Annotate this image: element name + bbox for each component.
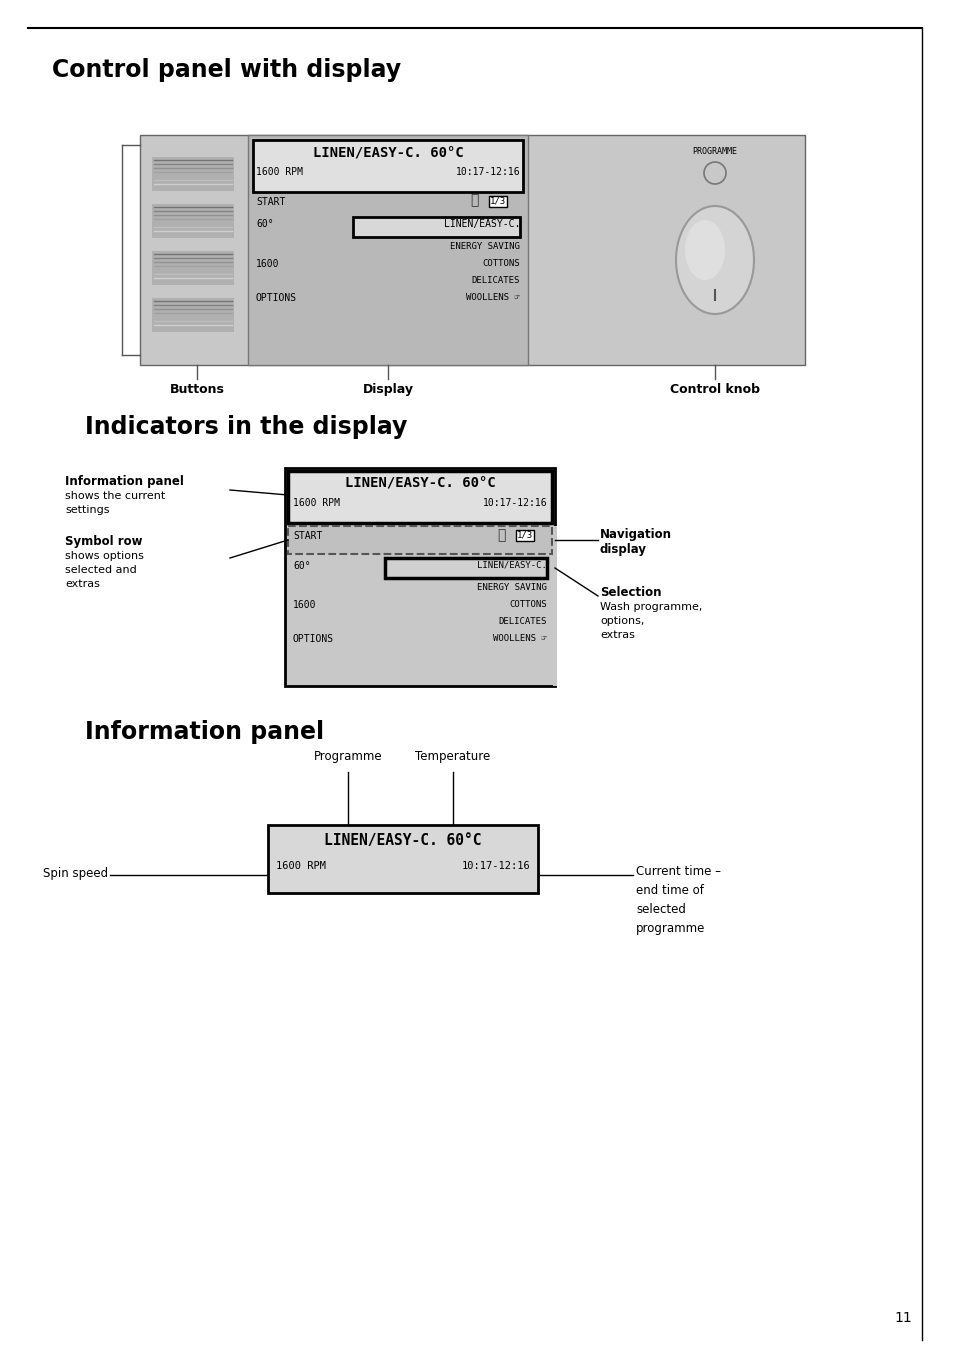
- Text: shows options: shows options: [65, 552, 144, 561]
- Text: Spin speed: Spin speed: [43, 867, 108, 880]
- Text: LINEN/EASY-C.: LINEN/EASY-C.: [476, 561, 546, 571]
- Bar: [288, 470, 552, 523]
- Text: 1/3: 1/3: [517, 531, 533, 539]
- Text: 60°: 60°: [293, 561, 311, 571]
- Text: extras: extras: [599, 630, 634, 639]
- Bar: [288, 526, 552, 554]
- Text: Current time –
end time of
selected
programme: Current time – end time of selected prog…: [636, 865, 720, 936]
- Text: 10:17-12:16: 10:17-12:16: [460, 861, 530, 871]
- Text: Selection: Selection: [599, 585, 660, 599]
- Text: Display: Display: [362, 383, 413, 396]
- Text: DELICATES: DELICATES: [498, 617, 546, 626]
- Text: Information panel: Information panel: [85, 721, 324, 744]
- Text: COTTONS: COTTONS: [482, 260, 519, 268]
- Text: 1600 RPM: 1600 RPM: [275, 861, 326, 871]
- Text: ENERGY SAVING: ENERGY SAVING: [476, 583, 546, 592]
- Text: WOOLLENS ☞: WOOLLENS ☞: [466, 293, 519, 301]
- Text: 1600: 1600: [293, 600, 316, 610]
- Text: Navigation
display: Navigation display: [599, 529, 671, 556]
- Text: WOOLLENS ☞: WOOLLENS ☞: [493, 634, 546, 644]
- Bar: [152, 204, 233, 238]
- Bar: [248, 135, 527, 365]
- Ellipse shape: [684, 220, 724, 280]
- Text: Symbol row: Symbol row: [65, 535, 142, 548]
- Text: 1600: 1600: [255, 260, 279, 269]
- Bar: [385, 558, 546, 579]
- Text: ⛺: ⛺: [497, 529, 505, 542]
- Bar: [268, 825, 537, 894]
- Text: START: START: [293, 531, 322, 541]
- Text: 1/3: 1/3: [490, 197, 506, 206]
- Bar: [152, 157, 233, 191]
- Text: PROGRAMME: PROGRAMME: [692, 147, 737, 155]
- Text: Control knob: Control knob: [669, 383, 760, 396]
- Text: Buttons: Buttons: [170, 383, 224, 396]
- Text: LINEN/EASY-C. 60°C: LINEN/EASY-C. 60°C: [324, 833, 481, 848]
- Text: 1600 RPM: 1600 RPM: [293, 498, 339, 508]
- Text: settings: settings: [65, 506, 110, 515]
- Text: DELICATES: DELICATES: [471, 276, 519, 285]
- Text: ⛺: ⛺: [470, 193, 477, 207]
- Text: extras: extras: [65, 579, 100, 589]
- Text: Programme: Programme: [314, 750, 382, 763]
- Text: options,: options,: [599, 617, 643, 626]
- Text: START: START: [255, 197, 285, 207]
- Text: Information panel: Information panel: [65, 475, 184, 488]
- Ellipse shape: [676, 206, 753, 314]
- Text: shows the current: shows the current: [65, 491, 165, 502]
- Text: Wash programme,: Wash programme,: [599, 602, 701, 612]
- Text: 10:17-12:16: 10:17-12:16: [455, 168, 519, 177]
- Text: OPTIONS: OPTIONS: [293, 634, 334, 644]
- Bar: [553, 526, 557, 685]
- Text: 10:17-12:16: 10:17-12:16: [482, 498, 546, 508]
- Text: LINEN/EASY-C. 60°C: LINEN/EASY-C. 60°C: [313, 145, 463, 160]
- Text: Control panel with display: Control panel with display: [52, 58, 400, 82]
- Bar: [140, 135, 804, 365]
- Bar: [253, 141, 522, 192]
- Text: selected and: selected and: [65, 565, 136, 575]
- Bar: [285, 468, 555, 685]
- Text: OPTIONS: OPTIONS: [255, 293, 296, 303]
- Bar: [152, 251, 233, 285]
- Bar: [353, 218, 519, 237]
- Text: COTTONS: COTTONS: [509, 600, 546, 608]
- Text: LINEN/EASY-C. 60°C: LINEN/EASY-C. 60°C: [344, 475, 495, 489]
- Text: 1600 RPM: 1600 RPM: [255, 168, 303, 177]
- Bar: [152, 297, 233, 333]
- Text: Indicators in the display: Indicators in the display: [85, 415, 407, 439]
- Text: Temperature: Temperature: [415, 750, 490, 763]
- Text: ENERGY SAVING: ENERGY SAVING: [450, 242, 519, 251]
- Text: 60°: 60°: [255, 219, 274, 228]
- Text: 11: 11: [893, 1311, 911, 1325]
- Text: LINEN/EASY-C.: LINEN/EASY-C.: [443, 219, 519, 228]
